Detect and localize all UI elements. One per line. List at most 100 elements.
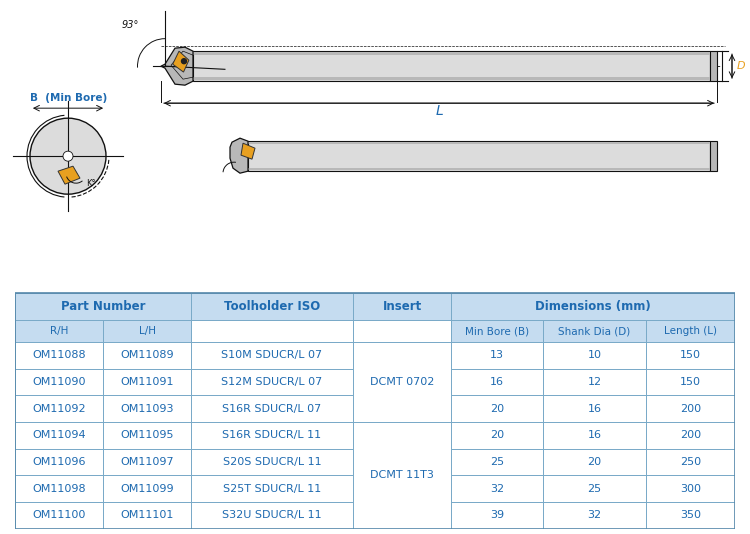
Text: DCMT 11T3: DCMT 11T3 [370, 470, 434, 481]
Polygon shape [161, 47, 193, 85]
Bar [646, 422, 735, 449]
Bar [646, 342, 735, 368]
Bar [646, 320, 735, 342]
Bar [15, 320, 103, 342]
Bar [103, 502, 191, 529]
Text: OM11100: OM11100 [32, 511, 86, 520]
Text: 25: 25 [490, 457, 504, 467]
Polygon shape [230, 138, 248, 173]
Text: 150: 150 [680, 350, 701, 360]
Bar [191, 449, 353, 475]
Bar [646, 395, 735, 422]
Bar [191, 368, 353, 395]
Text: 150: 150 [680, 377, 701, 387]
Bar [103, 395, 191, 422]
Bar [248, 141, 710, 171]
Circle shape [63, 151, 73, 161]
Text: 32: 32 [490, 484, 504, 493]
Bar [543, 395, 646, 422]
Text: S16R SDUCR/L 07: S16R SDUCR/L 07 [222, 404, 322, 414]
Text: OM11095: OM11095 [120, 430, 174, 441]
Text: OM11088: OM11088 [32, 350, 86, 360]
Bar [353, 293, 451, 320]
Bar [15, 395, 103, 422]
Bar [543, 502, 646, 529]
Bar [646, 368, 735, 395]
Bar [543, 449, 646, 475]
Bar [191, 293, 353, 320]
Bar [15, 475, 103, 502]
Bar [15, 293, 191, 320]
Text: OM11089: OM11089 [120, 350, 174, 360]
Text: 16: 16 [587, 430, 602, 441]
Bar [646, 422, 735, 449]
Bar [103, 395, 191, 422]
Bar [103, 342, 191, 368]
Text: S32U SDUCR/L 11: S32U SDUCR/L 11 [222, 511, 322, 520]
Text: B  (Min Bore): B (Min Bore) [30, 93, 107, 103]
Bar [191, 502, 353, 529]
Bar [191, 502, 353, 529]
Bar [451, 342, 543, 368]
Bar [191, 320, 353, 342]
Bar [710, 51, 717, 81]
Bar [15, 475, 103, 502]
Text: 350: 350 [680, 511, 701, 520]
Bar [15, 449, 103, 475]
Bar [248, 142, 710, 144]
Bar [543, 502, 646, 529]
Bar [353, 293, 451, 320]
Bar [15, 395, 103, 422]
Bar [646, 502, 735, 529]
Text: Min Bore (B): Min Bore (B) [465, 326, 529, 336]
Text: OM11091: OM11091 [120, 377, 174, 387]
Bar [451, 342, 543, 368]
Circle shape [30, 118, 106, 194]
Bar [15, 368, 103, 395]
Bar [103, 502, 191, 529]
Circle shape [182, 59, 187, 64]
Bar [191, 342, 353, 368]
Text: S10M SDUCR/L 07: S10M SDUCR/L 07 [221, 350, 322, 360]
Text: D: D [737, 61, 746, 71]
Bar [451, 502, 543, 529]
Bar [451, 475, 543, 502]
Text: OM11093: OM11093 [120, 404, 174, 414]
Text: 20: 20 [490, 430, 504, 441]
Bar [451, 395, 543, 422]
Text: OM11098: OM11098 [32, 484, 86, 493]
Text: 93°: 93° [122, 20, 139, 30]
Bar [451, 502, 543, 529]
Bar [191, 449, 353, 475]
Text: OM11097: OM11097 [120, 457, 174, 467]
Bar [193, 52, 710, 55]
Bar [103, 342, 191, 368]
Bar [15, 368, 103, 395]
Text: Length (L): Length (L) [664, 326, 717, 336]
Bar [191, 320, 353, 342]
Bar [353, 422, 451, 529]
Text: Insert: Insert [382, 300, 422, 313]
Bar [103, 449, 191, 475]
Bar [543, 422, 646, 449]
Bar [451, 449, 543, 475]
Bar [646, 368, 735, 395]
Bar [15, 502, 103, 529]
Bar [15, 342, 103, 368]
Polygon shape [241, 143, 255, 159]
Text: K°: K° [86, 179, 96, 188]
Text: DCMT 0702: DCMT 0702 [370, 377, 434, 387]
Text: OM11101: OM11101 [120, 511, 174, 520]
Bar [646, 475, 735, 502]
Bar [191, 475, 353, 502]
Text: 20: 20 [490, 404, 504, 414]
Bar [15, 320, 103, 342]
Text: Part Number: Part Number [61, 300, 146, 313]
Bar [191, 395, 353, 422]
Text: 250: 250 [680, 457, 701, 467]
Bar [451, 449, 543, 475]
Text: S12M SDUCR/L 07: S12M SDUCR/L 07 [221, 377, 322, 387]
Text: Toolholder ISO: Toolholder ISO [224, 300, 320, 313]
Bar [543, 368, 646, 395]
Bar [103, 368, 191, 395]
